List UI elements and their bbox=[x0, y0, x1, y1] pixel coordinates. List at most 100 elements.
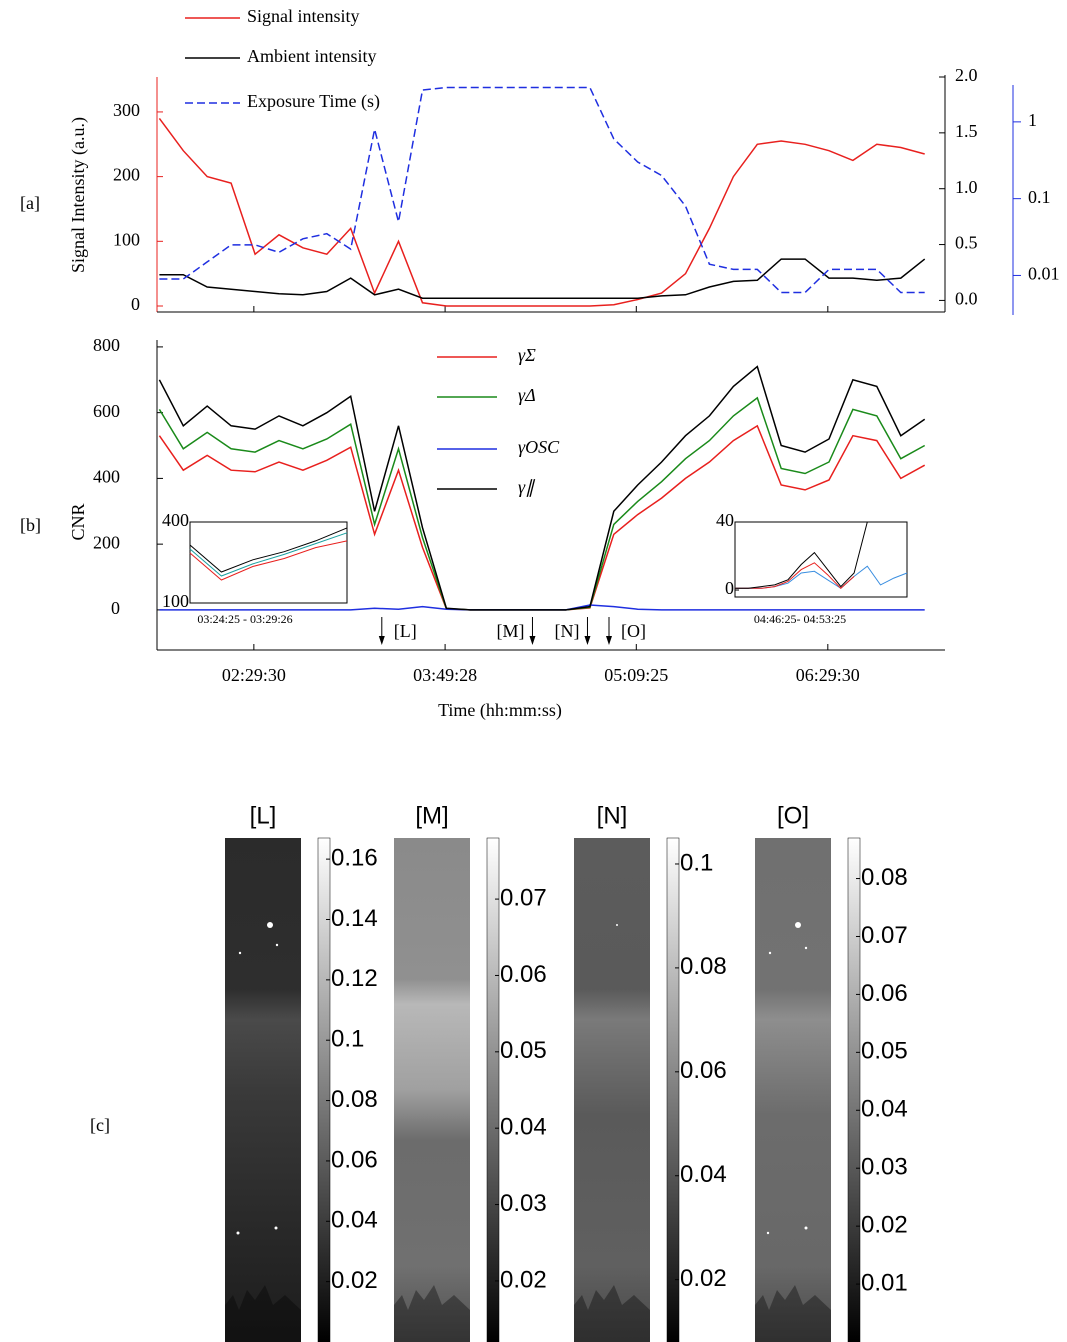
annotation-label: [O] bbox=[621, 621, 646, 641]
legend-label: γOSC bbox=[518, 437, 560, 457]
line bbox=[159, 258, 926, 299]
inset-x-label: 03:24:25 - 03:29:26 bbox=[197, 612, 292, 626]
panel-label: [a] bbox=[20, 193, 40, 213]
colorbar-tick-label: 0.1 bbox=[331, 1026, 364, 1053]
y-tick-label: 600 bbox=[93, 401, 120, 421]
colorbar-tick-label: 0.07 bbox=[861, 922, 908, 949]
annotation-label: [N] bbox=[554, 621, 579, 641]
colorbar-tick-label: 0.08 bbox=[680, 953, 727, 980]
tree-silhouette bbox=[225, 1285, 301, 1342]
star bbox=[616, 924, 618, 926]
image-title: [L] bbox=[250, 802, 277, 829]
colorbar-tick-label: 0.01 bbox=[861, 1269, 908, 1296]
inset-frame bbox=[734, 521, 908, 598]
y-tick-label: 100 bbox=[113, 229, 140, 249]
image-title: [M] bbox=[415, 802, 448, 829]
colorbar-tick-label: 0.02 bbox=[861, 1211, 908, 1238]
line bbox=[735, 521, 868, 589]
y-tick-label: 400 bbox=[93, 467, 120, 487]
x-tick-label: 05:09:25 bbox=[604, 665, 668, 685]
y-tick-label: 0 bbox=[111, 598, 120, 618]
image bbox=[225, 838, 301, 1342]
legend-label: Exposure Time (s) bbox=[247, 91, 380, 112]
colorbar-tick-label: 0.1 bbox=[680, 849, 713, 876]
star bbox=[236, 1231, 240, 1235]
y-axis-label: Signal Intensity (a.u.) bbox=[68, 117, 89, 273]
colorbar-tick-label: 0.03 bbox=[861, 1154, 908, 1181]
x-tick-label: 03:49:28 bbox=[413, 665, 477, 685]
y-tick-label: 0 bbox=[725, 578, 734, 598]
star bbox=[804, 1226, 808, 1230]
annotation-label: [L] bbox=[394, 621, 417, 641]
legend-label: Ambient intensity bbox=[247, 46, 377, 66]
star bbox=[267, 922, 273, 928]
y-tick-label: 0 bbox=[131, 294, 140, 314]
colorbar bbox=[666, 837, 680, 1342]
panel-label: [c] bbox=[90, 1115, 110, 1135]
y-tick-label: 400 bbox=[162, 510, 189, 530]
line bbox=[158, 365, 926, 611]
colorbar-tick-label: 0.08 bbox=[861, 864, 908, 891]
legend-label: Signal intensity bbox=[247, 6, 360, 26]
star bbox=[275, 943, 279, 947]
colorbar-tick-label: 0.04 bbox=[680, 1161, 727, 1188]
y2-tick-label: 1.5 bbox=[955, 121, 978, 141]
annotation-label: [M] bbox=[496, 621, 524, 641]
colorbar-tick-label: 0.14 bbox=[331, 905, 378, 932]
line bbox=[189, 532, 348, 577]
colorbar-tick-label: 0.06 bbox=[861, 980, 908, 1007]
colorbar-tick-label: 0.03 bbox=[500, 1190, 547, 1217]
line bbox=[735, 562, 855, 589]
line bbox=[158, 117, 925, 307]
x-axis-label: Time (hh:mm:ss) bbox=[438, 700, 562, 721]
tree-silhouette bbox=[394, 1285, 470, 1342]
y-axis-label: CNR bbox=[68, 503, 88, 540]
colorbar-tick-label: 0.05 bbox=[861, 1038, 908, 1065]
star bbox=[804, 946, 808, 950]
star bbox=[274, 1226, 278, 1230]
line bbox=[189, 540, 348, 581]
colorbar-tick-label: 0.08 bbox=[331, 1086, 378, 1113]
y-tick-label: 100 bbox=[162, 591, 189, 611]
legend-label: γΔ bbox=[518, 385, 536, 405]
star bbox=[768, 951, 772, 955]
star bbox=[766, 1231, 770, 1235]
image-title: [O] bbox=[777, 802, 809, 829]
annotation-arrowhead bbox=[605, 636, 612, 645]
colorbar bbox=[847, 837, 861, 1342]
annotation-arrowhead bbox=[529, 636, 536, 645]
colorbar-tick-label: 0.02 bbox=[331, 1267, 378, 1294]
star bbox=[238, 951, 242, 955]
colorbar-tick-label: 0.16 bbox=[331, 844, 378, 871]
colorbar-tick-label: 0.02 bbox=[680, 1265, 727, 1292]
annotation-arrowhead bbox=[378, 636, 385, 645]
image-title: [N] bbox=[597, 802, 628, 829]
colorbar-tick-label: 0.07 bbox=[500, 884, 547, 911]
colorbar-tick-label: 0.05 bbox=[500, 1037, 547, 1064]
y2-tick-label: 1.0 bbox=[955, 177, 978, 197]
colorbar-tick-label: 0.06 bbox=[331, 1146, 378, 1173]
colorbar-tick-label: 0.06 bbox=[680, 1057, 727, 1084]
colorbar-tick-label: 0.02 bbox=[500, 1266, 547, 1293]
image bbox=[394, 838, 470, 1342]
y3-tick-label: 1 bbox=[1028, 110, 1037, 130]
colorbar bbox=[317, 837, 331, 1342]
panel-label: [b] bbox=[20, 515, 41, 535]
colorbar-tick-label: 0.12 bbox=[331, 965, 378, 992]
image bbox=[574, 838, 650, 1342]
inset-x-label: 04:46:25- 04:53:25 bbox=[754, 612, 846, 626]
y-tick-label: 300 bbox=[113, 100, 140, 120]
y-tick-label: 200 bbox=[113, 165, 140, 185]
y3-tick-label: 0.01 bbox=[1028, 264, 1060, 284]
annotation-arrowhead bbox=[584, 636, 591, 645]
y3-tick-label: 0.1 bbox=[1028, 187, 1051, 207]
line bbox=[159, 86, 925, 294]
y2-tick-label: 0.5 bbox=[955, 233, 978, 253]
colorbar-tick-label: 0.04 bbox=[861, 1096, 908, 1123]
colorbar-tick-label: 0.04 bbox=[331, 1207, 378, 1234]
legend-label: γ∥ bbox=[518, 477, 536, 497]
x-tick-label: 06:29:30 bbox=[796, 665, 860, 685]
x-tick-label: 02:29:30 bbox=[222, 665, 286, 685]
